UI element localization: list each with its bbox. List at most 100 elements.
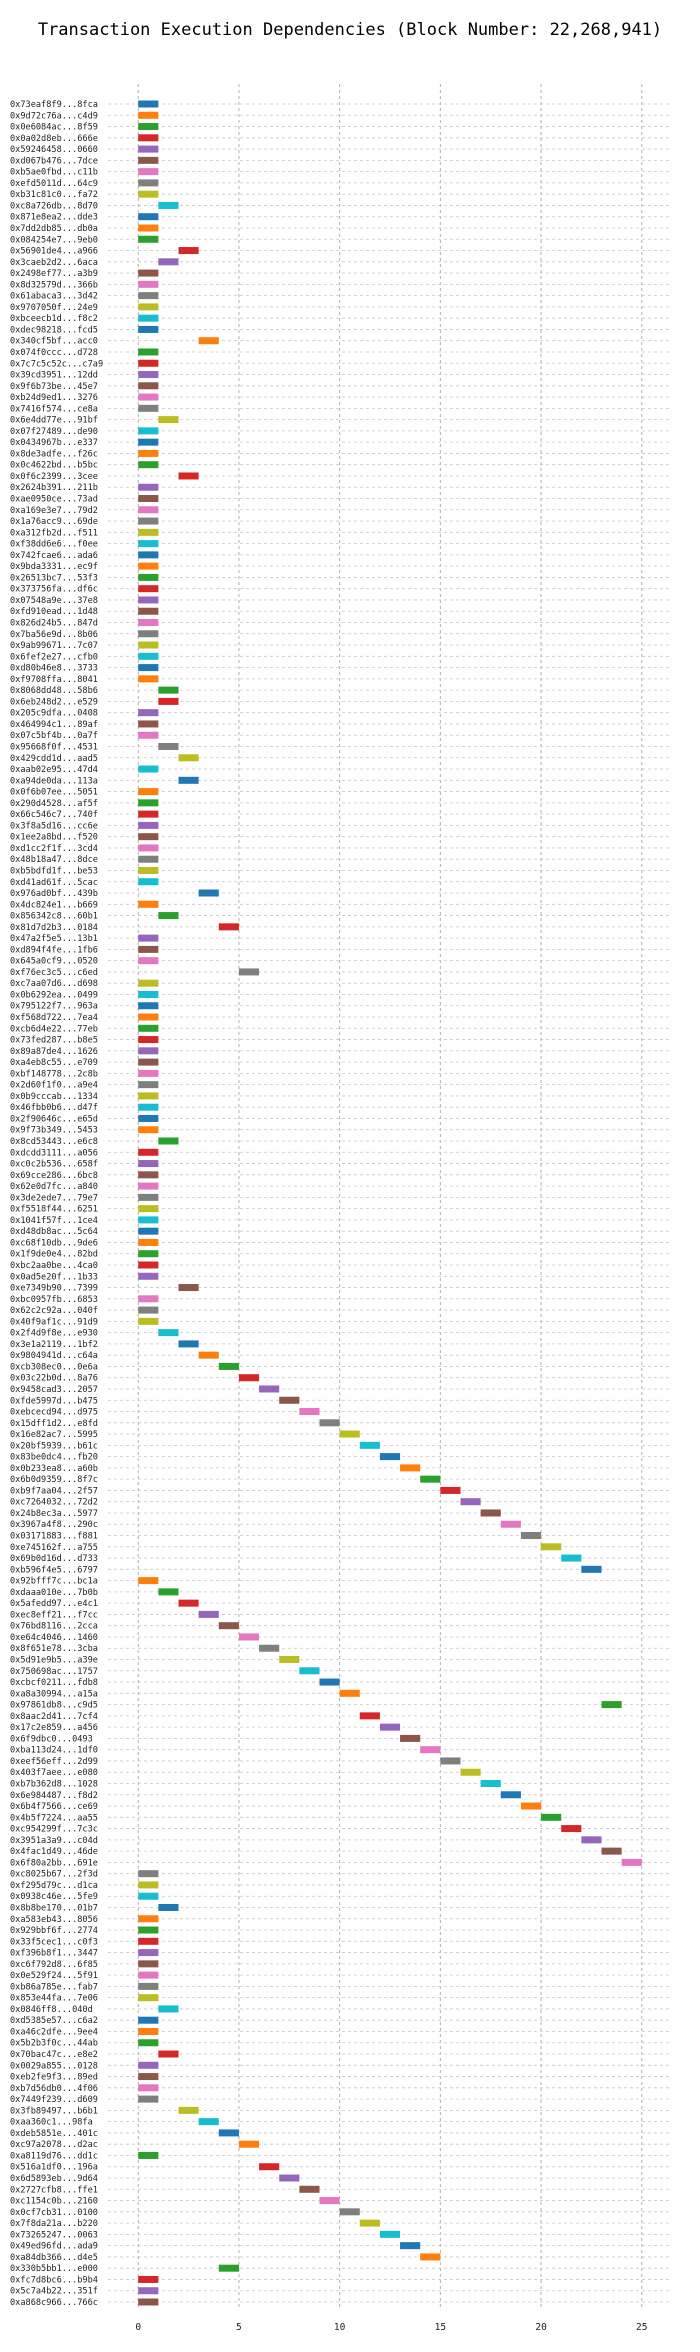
- transaction-bar: [138, 393, 159, 401]
- transaction-label: 0x6f80a2bb...691e: [10, 1858, 98, 1868]
- transaction-label: 0x3fb89497...b6b1: [10, 2106, 98, 2116]
- transaction-label: 0x83be0dc4...fb20: [10, 1453, 98, 1463]
- transaction-bar: [138, 1937, 159, 1945]
- transaction-label: 0x2498ef77...a3b9: [10, 269, 98, 279]
- transaction-bar: [138, 2151, 159, 2159]
- transaction-bar: [520, 1802, 542, 1810]
- transaction-label: 0x742fcae6...ada6: [10, 551, 98, 561]
- transaction-bar: [561, 1825, 582, 1833]
- transaction-label: 0xaab02e95...47d4: [10, 765, 98, 775]
- transaction-label: 0x9bda3331...ec9f: [10, 562, 98, 572]
- transaction-bar: [279, 1656, 300, 1664]
- transaction-label: 0x2d60f1f0...a9e4: [10, 1081, 98, 1091]
- transaction-label: 0x7dd2db85...db0a: [10, 224, 98, 234]
- transaction-bar: [420, 2253, 441, 2261]
- transaction-bar: [138, 990, 159, 998]
- transaction-label: 0xb31c81c0...fa72: [10, 190, 98, 200]
- transaction-label: 0x826d24b5...847d: [10, 619, 98, 629]
- transaction-label: 0xd41ad61f...5cac: [10, 878, 98, 888]
- transaction-bar: [138, 1960, 159, 1968]
- transaction-bar: [520, 1532, 542, 1540]
- transaction-label: 0x73fed287...b8e5: [10, 1036, 98, 1046]
- transaction-bar: [138, 641, 159, 649]
- transaction-label: 0xb7d56db0...4f06: [10, 2084, 98, 2094]
- transaction-bar: [541, 1813, 562, 1821]
- transaction-label: 0x33f5cec1...c0f3: [10, 1937, 98, 1947]
- transaction-bar: [138, 540, 159, 548]
- transaction-bar: [238, 1374, 260, 1382]
- transaction-label: 0xc0c2b536...658f: [10, 1160, 98, 1170]
- transaction-bar: [158, 1903, 179, 1911]
- transaction-bar: [138, 1915, 159, 1923]
- transaction-bar: [138, 348, 159, 356]
- transaction-label: 0xd1cc2f1f...3cd4: [10, 844, 98, 854]
- transaction-label: 0x62e0d7fc...a840: [10, 1182, 98, 1192]
- transaction-label: 0xe745162f...a755: [10, 1543, 98, 1553]
- transaction-bar: [138, 427, 159, 435]
- transaction-bar: [138, 1171, 159, 1179]
- transaction-bar: [218, 2264, 239, 2272]
- transaction-bar: [178, 2106, 199, 2114]
- transaction-bar: [138, 2073, 159, 2081]
- transaction-label: 0x0f6c2399...3cee: [10, 472, 98, 482]
- transaction-bar: [420, 1475, 441, 1483]
- transaction-label: 0x6e4dd77e...91bf: [10, 416, 98, 426]
- transaction-bar: [158, 697, 179, 705]
- transaction-label: 0x795122f7...963a: [10, 1002, 98, 1012]
- transaction-bar: [400, 2242, 421, 2250]
- transaction-bar: [218, 923, 239, 931]
- transaction-bar: [138, 269, 159, 277]
- transaction-label: 0xdec98218...fcd5: [10, 325, 98, 335]
- transaction-bar: [138, 765, 159, 773]
- transaction-label: 0xc97a2078...d2ac: [10, 2140, 98, 2150]
- transaction-label: 0xfde5997d...b475: [10, 1396, 98, 1406]
- transaction-bar: [198, 889, 219, 897]
- transaction-bar: [581, 1836, 602, 1844]
- transaction-bar: [440, 1486, 461, 1494]
- transaction-bar: [138, 1881, 159, 1889]
- transaction-bar: [138, 1092, 159, 1100]
- transaction-label: 0x373756fa...df6c: [10, 585, 98, 595]
- transaction-label: 0xcb308ec0...0e6a: [10, 1362, 98, 1372]
- transaction-bar: [138, 1024, 159, 1032]
- transaction-label: 0xb596f4e5...6797: [10, 1565, 98, 1575]
- transaction-bar: [259, 2163, 280, 2171]
- transaction-label: 0x645a0cf9...0520: [10, 957, 98, 967]
- transaction-bar: [138, 1193, 159, 1201]
- transaction-bar: [138, 1295, 159, 1303]
- transaction-bar: [138, 585, 159, 593]
- transaction-bar: [158, 686, 179, 694]
- transaction-label: 0xc8025b67...2f3d: [10, 1870, 98, 1880]
- transaction-label: 0x871e8ea2...dde3: [10, 213, 98, 223]
- transaction-label: 0xcbcf0211...fdb8: [10, 1678, 98, 1688]
- transaction-bar: [319, 1678, 340, 1686]
- transaction-bar: [138, 1994, 159, 2002]
- transaction-label: 0x084254e7...9eb0: [10, 235, 98, 245]
- transaction-bar: [138, 1306, 159, 1314]
- transaction-label: 0x16e82ac7...5995: [10, 1430, 98, 1440]
- transaction-label: 0x0846ff8...040d: [10, 2005, 93, 2015]
- transaction-bar: [379, 1453, 401, 1461]
- transaction-label: 0x1ee2a8bd...f520: [10, 833, 98, 843]
- transaction-bar: [138, 213, 159, 221]
- transaction-bar: [138, 111, 159, 119]
- transaction-label: 0x5d91e9b5...a39e: [10, 1656, 98, 1666]
- transaction-bar: [138, 2084, 159, 2092]
- transaction-bar: [621, 1858, 642, 1866]
- transaction-bar: [400, 1734, 421, 1742]
- transaction-label: 0x4dc824e1...b669: [10, 900, 98, 910]
- transaction-bar: [138, 652, 159, 660]
- transaction-label: 0x853e44fa...7e06: [10, 1994, 98, 2004]
- transaction-label: 0x49ed96fd...ada9: [10, 2242, 98, 2252]
- transaction-label: 0x1a76acc9...69de: [10, 517, 98, 527]
- transaction-bar: [138, 1114, 159, 1122]
- transaction-label: 0x6e984487...f8d2: [10, 1791, 98, 1801]
- transaction-label: 0xbc0957fb...6853: [10, 1295, 98, 1305]
- transaction-bar: [138, 123, 159, 131]
- transaction-label: 0x750698ac...1757: [10, 1667, 98, 1677]
- transaction-label: 0x8b8be170...01b7: [10, 1903, 98, 1913]
- transaction-bar: [138, 2287, 159, 2295]
- transaction-label: 0xfd910ead...1d48: [10, 607, 98, 617]
- transaction-bar: [138, 1227, 159, 1235]
